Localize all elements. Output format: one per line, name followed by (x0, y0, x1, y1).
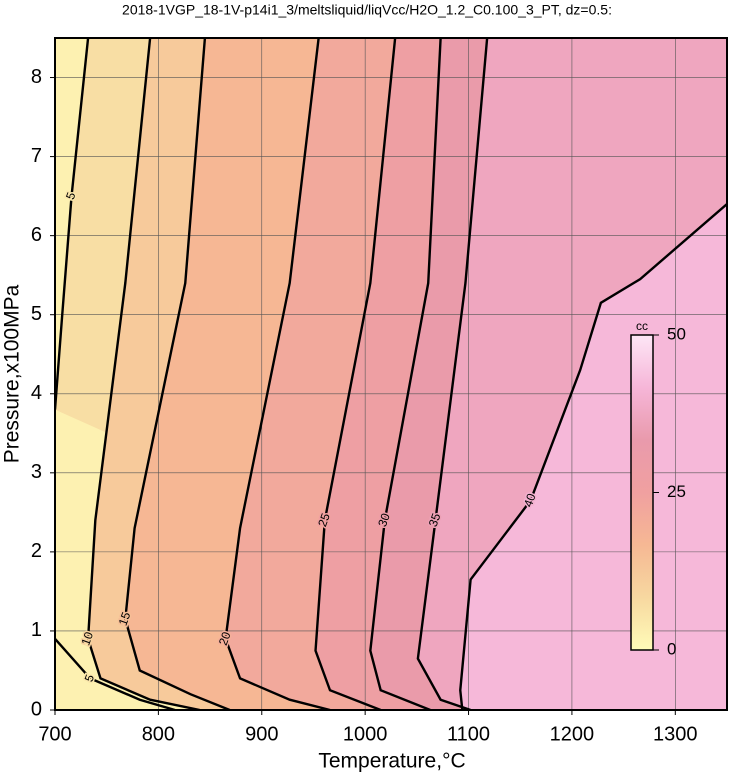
x-tick-label: 1200 (550, 723, 595, 745)
x-tick-label: 1000 (343, 723, 388, 745)
colorbar-label: cc (636, 319, 648, 333)
x-tick-label: 900 (245, 723, 278, 745)
colorbar-tick-label: 25 (667, 482, 686, 501)
y-tick-label: 4 (31, 382, 42, 404)
y-tick-label: 6 (31, 224, 42, 246)
contour-line (224, 38, 331, 710)
x-tick-label: 800 (142, 723, 175, 745)
chart-title: 2018-1VGP_18-1V-p14i1_3/meltsliquid/liqV… (122, 2, 612, 18)
y-tick-label: 1 (31, 619, 42, 641)
colorbar-tick-label: 0 (667, 639, 676, 658)
y-tick-label: 5 (31, 303, 42, 325)
plot-frame (54, 37, 728, 711)
y-tick-label: 0 (31, 698, 42, 720)
contour-line (416, 38, 489, 710)
y-tick-label: 2 (31, 540, 42, 562)
y-tick-label: 8 (31, 66, 42, 88)
x-tick-label: 700 (38, 723, 71, 745)
contour-line (55, 38, 90, 410)
y-tick-label: 7 (31, 145, 42, 167)
x-tick-label: 1300 (653, 723, 698, 745)
colorbar (630, 334, 654, 651)
contour-line (369, 38, 442, 710)
contour-line (124, 38, 231, 710)
contour-band (460, 204, 727, 710)
contour-line (55, 638, 176, 710)
y-tick-label: 3 (31, 461, 42, 483)
x-tick-label: 1100 (447, 723, 490, 745)
y-axis-label: Pressure,x100MPa (1, 284, 24, 463)
contour-line (86, 38, 200, 710)
colorbar-tick-label: 50 (667, 324, 686, 343)
contour-line (459, 203, 727, 710)
contour-line (314, 38, 397, 710)
x-axis-label: Temperature,°C (318, 750, 465, 773)
